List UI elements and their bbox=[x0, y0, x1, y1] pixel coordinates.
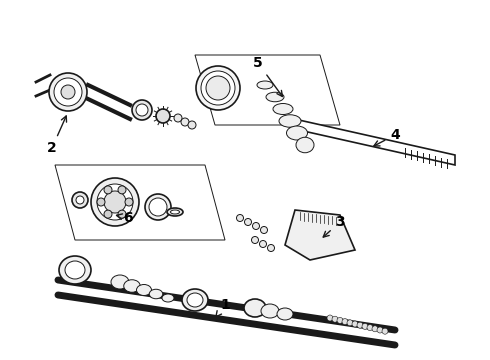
Circle shape bbox=[188, 121, 196, 129]
Circle shape bbox=[118, 186, 126, 194]
Ellipse shape bbox=[287, 126, 308, 140]
Text: 1: 1 bbox=[216, 298, 230, 317]
Circle shape bbox=[367, 325, 373, 330]
Ellipse shape bbox=[149, 198, 167, 216]
Text: 6: 6 bbox=[117, 211, 133, 225]
Ellipse shape bbox=[104, 191, 126, 213]
Ellipse shape bbox=[65, 261, 85, 279]
Ellipse shape bbox=[91, 178, 139, 226]
Ellipse shape bbox=[124, 280, 140, 292]
Circle shape bbox=[372, 326, 378, 332]
Ellipse shape bbox=[162, 294, 174, 302]
Circle shape bbox=[261, 226, 268, 234]
Circle shape bbox=[181, 118, 189, 126]
Circle shape bbox=[237, 215, 244, 221]
Text: 4: 4 bbox=[374, 128, 400, 146]
Ellipse shape bbox=[171, 210, 179, 214]
Circle shape bbox=[174, 114, 182, 122]
Ellipse shape bbox=[277, 308, 293, 320]
Circle shape bbox=[245, 219, 251, 225]
Circle shape bbox=[251, 237, 259, 243]
Ellipse shape bbox=[244, 299, 266, 317]
Circle shape bbox=[382, 328, 388, 334]
Ellipse shape bbox=[261, 304, 279, 318]
Circle shape bbox=[104, 210, 112, 218]
Ellipse shape bbox=[137, 284, 151, 296]
Ellipse shape bbox=[59, 256, 91, 284]
Polygon shape bbox=[285, 210, 355, 260]
Circle shape bbox=[357, 322, 363, 328]
Text: 3: 3 bbox=[323, 215, 345, 237]
Ellipse shape bbox=[149, 289, 163, 299]
Ellipse shape bbox=[61, 85, 75, 99]
Ellipse shape bbox=[296, 137, 314, 153]
Ellipse shape bbox=[273, 104, 293, 114]
Ellipse shape bbox=[132, 100, 152, 120]
Polygon shape bbox=[195, 55, 340, 125]
Ellipse shape bbox=[187, 293, 203, 307]
Ellipse shape bbox=[182, 289, 208, 311]
Ellipse shape bbox=[49, 73, 87, 111]
Circle shape bbox=[342, 319, 348, 325]
Circle shape bbox=[268, 244, 274, 252]
Circle shape bbox=[72, 192, 88, 208]
Ellipse shape bbox=[145, 194, 171, 220]
Ellipse shape bbox=[279, 115, 301, 127]
Ellipse shape bbox=[156, 109, 170, 123]
Circle shape bbox=[252, 222, 260, 230]
Ellipse shape bbox=[54, 78, 82, 106]
Ellipse shape bbox=[266, 92, 284, 102]
Circle shape bbox=[337, 318, 343, 323]
Circle shape bbox=[347, 320, 353, 326]
Polygon shape bbox=[55, 165, 225, 240]
Ellipse shape bbox=[196, 66, 240, 110]
Text: 2: 2 bbox=[47, 116, 67, 155]
Circle shape bbox=[125, 198, 133, 206]
Circle shape bbox=[362, 323, 368, 329]
Circle shape bbox=[118, 210, 126, 218]
Circle shape bbox=[97, 198, 105, 206]
Ellipse shape bbox=[206, 76, 230, 100]
Polygon shape bbox=[290, 118, 455, 165]
Ellipse shape bbox=[257, 81, 273, 89]
Ellipse shape bbox=[136, 104, 148, 116]
Circle shape bbox=[332, 316, 338, 322]
Circle shape bbox=[260, 240, 267, 248]
Circle shape bbox=[352, 321, 358, 327]
Ellipse shape bbox=[97, 184, 133, 220]
Ellipse shape bbox=[201, 71, 235, 105]
Circle shape bbox=[104, 186, 112, 194]
Circle shape bbox=[377, 327, 383, 333]
Ellipse shape bbox=[111, 275, 129, 289]
Ellipse shape bbox=[167, 208, 183, 216]
Circle shape bbox=[76, 196, 84, 204]
Circle shape bbox=[327, 315, 333, 321]
Text: 5: 5 bbox=[253, 56, 282, 96]
